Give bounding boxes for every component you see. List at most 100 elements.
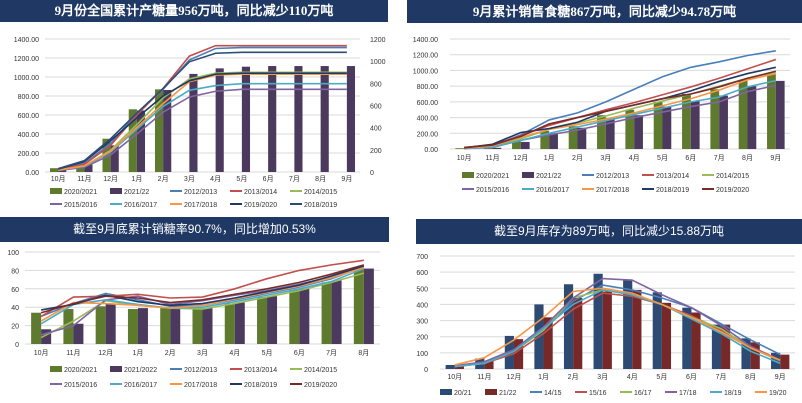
- bar-20/21: [652, 292, 662, 369]
- bar-21/22: [721, 324, 731, 369]
- bar-2021/22: [775, 80, 785, 149]
- legend-label: 2017/2018: [184, 202, 217, 209]
- x-tick-label: 7月: [289, 175, 300, 183]
- y-tick-label: 0: [424, 367, 428, 374]
- bar-21/22: [750, 342, 760, 369]
- bar-2021/22: [605, 118, 615, 149]
- legend-label: 2016/2017: [124, 202, 157, 209]
- x-tick-label: 7月: [714, 154, 725, 162]
- y-tick-label: 0.00: [424, 147, 438, 154]
- x-tick-label: 12月: [98, 349, 113, 357]
- legend-label: 2015/2016: [476, 187, 509, 194]
- line-2015/2016: [58, 88, 347, 172]
- x-tick-label: 2月: [165, 349, 176, 357]
- y-tick-label: 500: [416, 286, 428, 293]
- x-tick-label: 3月: [197, 349, 208, 357]
- bar-2020/2021: [653, 101, 663, 149]
- x-tick-label: 4月: [629, 154, 640, 162]
- bar-20/21: [593, 273, 603, 369]
- line-15/16: [454, 292, 781, 368]
- line-2013/2014: [57, 44, 347, 170]
- bar-21/22: [780, 354, 790, 369]
- legend-label: 2016/2017: [536, 187, 569, 194]
- x-tick-label: 4月: [627, 373, 638, 381]
- bar-2021/2022: [170, 309, 181, 344]
- bar-2020/2021: [353, 269, 364, 344]
- y-tick-label: 600: [416, 270, 428, 277]
- legend-swatch: [522, 172, 534, 178]
- bar-2020/2021: [540, 130, 550, 149]
- bar-2021/2022: [105, 303, 116, 344]
- line-2016/2017: [40, 267, 365, 325]
- bar-21/22: [661, 302, 672, 369]
- legend-swatch: [440, 389, 452, 395]
- y-tick-label: 200.00: [417, 131, 439, 138]
- bar-2020/2021: [31, 312, 42, 344]
- line-2016/2017: [464, 79, 777, 150]
- legend-label: 2018/2019: [244, 382, 277, 389]
- bar-2021/22: [163, 89, 172, 172]
- legend-label: 2015/2016: [64, 382, 97, 389]
- bar-2021/22: [110, 145, 119, 172]
- bar-2020/2021: [257, 297, 268, 344]
- legend-label: 17/18: [679, 390, 697, 397]
- chart-title-inventory: 截至9月库存为89万吨，同比减少15.88万吨: [416, 219, 802, 244]
- bar-2020/2021: [289, 289, 300, 344]
- y-tick-label: 200: [416, 335, 428, 342]
- line-2019/2020: [40, 264, 365, 314]
- x-tick-label: 2月: [568, 373, 579, 381]
- x-tick-label: 5月: [656, 373, 667, 381]
- bar-2021/22: [241, 66, 251, 172]
- bar-2020/2021: [738, 79, 748, 149]
- legend-label: 2021/22: [124, 189, 149, 196]
- bar-20/21: [445, 364, 455, 369]
- x-tick-label: 5月: [657, 154, 668, 162]
- y-tick-label: 600.00: [417, 100, 439, 107]
- bar-20/21: [682, 307, 692, 369]
- x-tick-label: 11月: [66, 349, 80, 357]
- bar-20/21: [623, 279, 633, 369]
- bar-2021/22: [492, 147, 502, 149]
- legend-label: 2021/2022: [124, 367, 157, 374]
- x-tick-label: 1月: [538, 373, 549, 381]
- y-tick-label: 1400.00: [413, 37, 438, 44]
- bar-2021/22: [549, 133, 558, 149]
- chart-2: 0 20 40 60 80 100 10月 11月 12月 1月 2月 3月 4月 5月 6月 7月 8月 202…: [7, 250, 380, 389]
- x-tick-label: 11月: [77, 175, 91, 183]
- y-tick-label: 1000.00: [413, 68, 438, 75]
- legend-label: 2019/2020: [244, 202, 277, 209]
- x-tick-label: 3月: [597, 373, 608, 381]
- bar-2021/22: [136, 110, 146, 172]
- bar-20/21: [711, 324, 722, 369]
- legend-swatch: [110, 188, 122, 194]
- bar-2021/2022: [299, 288, 310, 344]
- x-tick-label: 3月: [184, 175, 195, 183]
- y-right-tick-label: 1000: [370, 59, 386, 66]
- bar-2021/2022: [41, 329, 52, 344]
- x-tick-label: 5月: [236, 175, 247, 183]
- y-tick-label: 80: [11, 268, 19, 275]
- legend-swatch: [50, 366, 62, 372]
- chart-3: 0 100 200 300 400 500 600 700 10月 11月 12月 1月 2月 3月 4月 5…: [416, 254, 795, 397]
- x-tick-label: 9月: [775, 373, 786, 381]
- bar-2021/22: [747, 86, 757, 149]
- y-tick-label: 100: [7, 250, 19, 257]
- bar-2020/2021: [512, 141, 521, 149]
- legend-label: 2015/2016: [64, 202, 97, 209]
- bar-2021/22: [84, 164, 93, 172]
- legend-label: 2019/2020: [304, 382, 337, 389]
- legend-label: 20/21: [454, 390, 472, 397]
- x-tick-label: 8月: [742, 154, 753, 162]
- y-tick-label: 60: [11, 287, 19, 294]
- x-tick-label: 8月: [745, 373, 756, 381]
- y-tick-label: 800.00: [18, 94, 40, 101]
- x-tick-label: 6月: [294, 349, 305, 357]
- bar-2020/2021: [102, 138, 111, 172]
- legend-label: 2017/2018: [596, 187, 629, 194]
- bar-21/22: [454, 366, 464, 369]
- bar-2020/2021: [568, 126, 578, 149]
- legend-swatch: [50, 188, 62, 194]
- bar-2021/22: [520, 141, 530, 149]
- bar-2020/2021: [128, 109, 137, 172]
- bar-2021/2022: [73, 323, 84, 344]
